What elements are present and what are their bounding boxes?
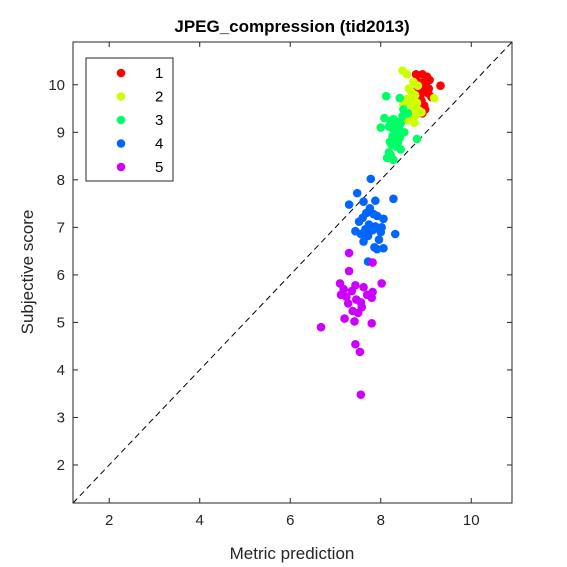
data-point-series-4	[354, 217, 364, 226]
data-points	[316, 66, 445, 399]
x-tick-label: 10	[463, 512, 480, 529]
data-point-series-4	[344, 200, 354, 209]
x-tick-label: 2	[105, 512, 113, 529]
data-point-series-5	[367, 293, 377, 302]
data-point-series-5	[344, 266, 354, 276]
data-point-series-5	[350, 317, 359, 326]
data-point-series-4	[359, 237, 368, 246]
data-point-series-2	[429, 93, 439, 103]
data-point-series-5	[316, 322, 326, 332]
legend-label-series-3: 3	[155, 112, 163, 129]
data-point-series-3	[389, 155, 398, 165]
data-point-series-3	[380, 113, 389, 123]
data-point-series-1	[425, 75, 434, 85]
legend-label-series-1: 1	[155, 65, 163, 82]
data-point-series-4	[374, 235, 384, 245]
data-point-series-3	[398, 111, 407, 121]
data-point-series-3	[381, 91, 391, 101]
data-point-series-1	[421, 85, 431, 94]
data-point-series-2	[409, 118, 419, 128]
identity-reference-line	[72, 41, 513, 504]
data-point-series-4	[376, 227, 386, 237]
legend-label-series-2: 2	[155, 89, 163, 106]
data-point-series-5	[344, 248, 354, 258]
data-point-series-4	[356, 229, 366, 239]
legend-label-series-5: 5	[155, 159, 163, 176]
data-point-series-3	[396, 145, 405, 154]
y-tick-label: 5	[57, 314, 65, 331]
data-point-series-5	[351, 339, 360, 349]
data-point-series-2	[413, 81, 423, 91]
data-point-series-5	[359, 282, 368, 292]
legend-marker-series-5	[116, 162, 126, 172]
x-axis-ticks: 2 4 6 8 10	[105, 42, 480, 529]
y-tick-label: 8	[57, 172, 65, 189]
y-tick-label: 10	[48, 77, 65, 94]
plot-area-box	[72, 41, 513, 504]
y-tick-label: 2	[57, 457, 65, 474]
data-point-series-1	[436, 81, 445, 91]
legend-marker-series-3	[116, 115, 126, 125]
data-point-series-5	[377, 279, 386, 288]
data-point-series-5	[353, 308, 363, 318]
legend-label-series-4: 4	[155, 136, 163, 153]
data-point-series-4	[366, 174, 376, 184]
y-tick-label: 6	[57, 267, 65, 284]
data-point-series-5	[356, 390, 366, 399]
data-point-series-3	[376, 123, 386, 132]
data-point-series-5	[343, 299, 353, 308]
data-point-series-2	[410, 90, 420, 100]
data-point-series-5	[347, 286, 357, 296]
legend-marker-series-4	[116, 139, 126, 148]
data-point-series-5	[342, 292, 351, 302]
data-point-series-5	[368, 258, 377, 267]
x-tick-label: 4	[196, 512, 204, 529]
data-point-series-4	[379, 243, 388, 253]
legend-box	[85, 57, 174, 182]
y-axis-label: Subjective score	[18, 210, 37, 335]
y-tick-label: 7	[57, 219, 65, 236]
data-point-series-3	[395, 93, 405, 103]
data-point-series-4	[389, 194, 398, 204]
y-tick-label: 4	[57, 362, 65, 379]
y-tick-label: 3	[57, 409, 65, 426]
data-point-series-5	[355, 347, 365, 357]
legend-marker-series-2	[116, 92, 126, 101]
y-axis-ticks: 2 3 4 5 6 7 8 9 10	[48, 77, 512, 474]
data-point-series-4	[379, 214, 388, 224]
data-point-series-2	[417, 108, 426, 117]
data-point-series-5	[340, 314, 349, 323]
chart-title: JPEG_compression (tid2013)	[174, 17, 409, 36]
x-tick-label: 8	[377, 512, 385, 529]
data-point-series-4	[371, 196, 380, 206]
legend: 1 2 3 4 5	[85, 57, 174, 182]
x-axis-label: Metric prediction	[230, 544, 355, 563]
x-tick-label: 6	[286, 512, 294, 529]
y-tick-label: 9	[57, 124, 65, 141]
data-point-series-2	[402, 70, 412, 79]
data-point-series-4	[359, 197, 368, 206]
legend-marker-series-1	[116, 68, 126, 78]
data-point-series-4	[390, 229, 400, 239]
data-point-series-5	[367, 319, 377, 328]
data-point-series-3	[412, 134, 422, 144]
data-point-series-4	[352, 188, 362, 198]
data-point-series-4	[372, 244, 382, 254]
data-point-series-1	[411, 70, 421, 79]
